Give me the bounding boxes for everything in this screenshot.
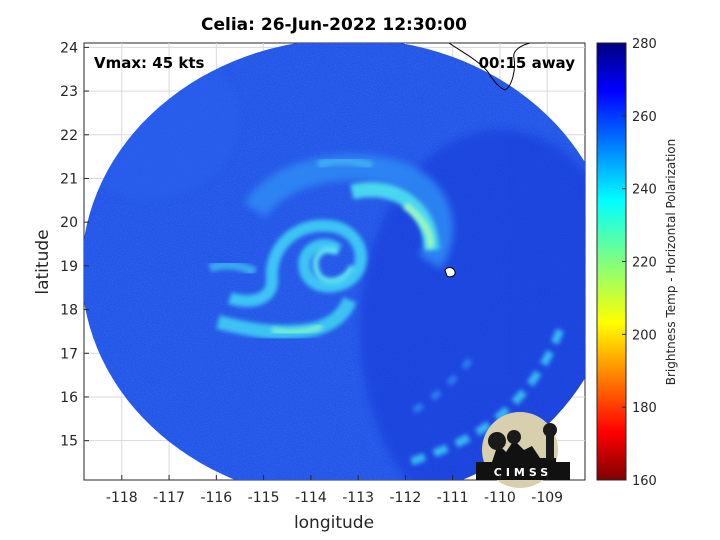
colorbar-tick-label: 260 [632,110,657,125]
chart-title: Celia: 26-Jun-2022 12:30:00 [201,15,467,35]
x-axis-label: longitude [294,513,374,533]
y-tick-label: 16 [60,390,78,406]
y-axis: 15 16 17 18 19 20 21 22 23 24 [60,40,89,450]
x-tick-label: -112 [390,490,422,506]
y-tick-label: 23 [60,84,78,100]
colorbar-ticks: 160 180 200 220 240 260 280 [622,37,657,489]
y-tick-label: 19 [60,259,78,275]
y-tick-label: 22 [60,128,78,144]
colorbar-tick-label: 180 [632,401,657,416]
colorbar-tick-label: 160 [632,474,657,489]
x-tick-label: -118 [106,490,138,506]
satellite-swath [84,43,585,480]
colorbar-tick-label: 240 [632,183,657,198]
x-tick-label: -117 [153,490,185,506]
colorbar-tick-label: 220 [632,256,657,271]
colorbar: 160 180 200 220 240 260 280 Brightness Temp - … [596,37,678,489]
coastline [444,43,531,278]
colorbar-tick-label: 280 [632,37,657,52]
colorbar-tick-label: 200 [632,328,657,343]
y-tick-label: 18 [60,303,78,319]
y-tick-label: 17 [60,346,78,362]
vmax-annotation: Vmax: 45 kts [94,54,204,72]
colorbar-label: Brightness Temp - Horizontal Polarizatio… [664,139,678,386]
y-axis-label: latitude [33,229,53,294]
time-offset-annotation: 00:15 away [479,54,576,72]
x-axis: -118 -117 -116 -115 -114 -113 -112 -111 -110 -109 [106,475,563,506]
y-tick-label: 20 [60,215,78,231]
rainband-features [208,154,564,466]
colorbar-gradient [596,42,627,481]
x-tick-label: -113 [342,490,374,506]
x-tick-label: -114 [295,490,327,506]
x-tick-label: -109 [531,490,563,506]
y-tick-label: 15 [60,434,78,450]
logo-text: CIMSS [494,466,552,479]
y-tick-label: 24 [60,40,78,56]
y-tick-label: 21 [60,171,78,187]
x-tick-label: -111 [437,490,469,506]
cimss-logo: CIMSS [476,412,570,488]
x-tick-label: -116 [200,490,232,506]
x-tick-label: -115 [248,490,280,506]
x-tick-label: -110 [484,490,516,506]
